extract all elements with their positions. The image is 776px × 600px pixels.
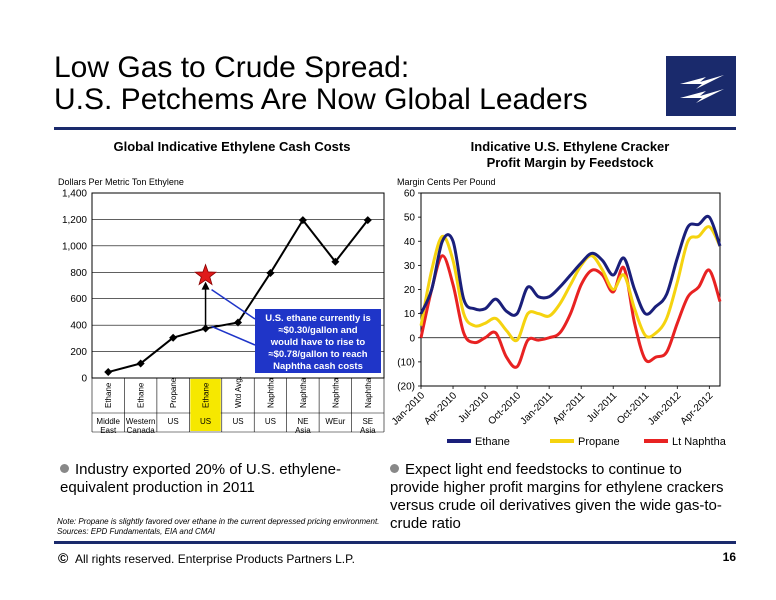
company-logo — [666, 56, 736, 116]
left-region-label: SE — [362, 417, 373, 426]
bullet-left-text: Industry exported 20% of U.S. ethylene-e… — [60, 461, 341, 496]
left-data-point — [331, 257, 340, 266]
right-series-line — [419, 254, 722, 369]
left-data-point — [363, 216, 372, 225]
left-data-point — [104, 368, 113, 377]
left-region-label: US — [265, 417, 276, 426]
copyright-icon: © — [58, 550, 69, 566]
right-chart-ylabel: Margin Cents Per Pound — [397, 177, 496, 187]
callout-pointer — [211, 325, 256, 346]
callout-pointer — [211, 288, 256, 320]
legend-label: Lt Naphtha — [672, 436, 727, 448]
right-ytick-label: 0 — [409, 333, 415, 344]
bullet-right: Expect light end feedstocks to continue … — [390, 461, 735, 533]
slide-title-line2: U.S. Petchems Are Now Global Leaders — [54, 83, 588, 116]
legend-label: Propane — [578, 436, 620, 448]
left-ytick-label: 400 — [70, 321, 87, 332]
bullet-dot-icon — [390, 464, 399, 473]
callout-text-line: U.S. ethane currently is — [265, 313, 371, 324]
left-ytick-label: 600 — [70, 294, 87, 305]
left-region-label: Western — [126, 417, 156, 426]
right-chart-title-line1: Indicative U.S. Ethylene Cracker — [470, 139, 670, 154]
right-series-line — [419, 214, 722, 317]
note-text: Note: Propane is slightly favored over e… — [57, 517, 380, 526]
callout-text-line: ≈$0.30/gallon and — [278, 325, 357, 336]
header-divider — [54, 127, 736, 130]
left-ytick-label: 1,200 — [62, 215, 87, 226]
left-category-label: Naphtha — [299, 377, 308, 408]
right-xtick-label: Oct-2010 — [486, 390, 523, 427]
right-xtick-label: Jan-2010 — [390, 390, 428, 428]
right-xtick-label: Jan-2011 — [519, 390, 556, 427]
left-region-label: US — [168, 417, 179, 426]
right-xtick-label: Apr-2011 — [551, 390, 588, 427]
left-chart-title: Global Indicative Ethylene Cash Costs — [113, 139, 351, 154]
bullet-right-text: Expect light end feedstocks to continue … — [390, 461, 724, 532]
left-category-label: Naphtha — [266, 377, 275, 408]
left-plot-frame — [91, 192, 385, 379]
right-ytick-label: 20 — [404, 285, 416, 296]
sources-text: Sources: EPD Fundamentals, EIA and CMAI — [57, 527, 215, 536]
left-region-label: US — [232, 417, 243, 426]
right-ytick-label: 40 — [404, 237, 416, 248]
target-star-icon — [193, 263, 218, 286]
left-ytick-label: 1,000 — [62, 241, 87, 252]
slide-title-line1: Low Gas to Crude Spread: — [54, 51, 410, 84]
legend-label: Ethane — [475, 436, 510, 448]
right-ytick-label: (20) — [397, 382, 415, 393]
right-ytick-label: (10) — [397, 357, 415, 368]
left-region-label: East — [100, 426, 117, 435]
left-region-label: Asia — [295, 426, 311, 435]
left-data-point — [136, 359, 145, 368]
bullet-left: Industry exported 20% of U.S. ethylene-e… — [60, 461, 380, 497]
left-category-label: Propane — [169, 377, 178, 408]
left-data-point — [169, 333, 178, 342]
left-category-label: Naphtha — [331, 377, 340, 408]
left-category-label: Wtd Avg. — [234, 376, 243, 408]
left-ytick-label: 200 — [70, 347, 87, 358]
left-ytick-label: 1,400 — [62, 189, 87, 200]
left-data-point — [234, 318, 242, 327]
right-ytick-label: 60 — [404, 189, 416, 200]
callout-text-line: ≈$0.78/gallon to reach — [268, 349, 367, 360]
left-region-label: Canada — [127, 426, 156, 435]
left-region-label: Middle — [96, 417, 120, 426]
right-xtick-label: Jan-2012 — [646, 390, 684, 428]
left-chart-ylabel: Dollars Per Metric Ton Ethylene — [58, 177, 184, 187]
left-region-label: NE — [297, 417, 308, 426]
left-chart: 0 200 400 600 800 1,000 1,200 1,400 Ethane Ethane… — [62, 189, 385, 435]
footer-divider — [54, 541, 736, 544]
left-category-label: Naphtha — [364, 377, 373, 408]
callout-box — [255, 309, 381, 373]
right-xtick-label: Apr-2010 — [422, 390, 459, 427]
left-data-point — [266, 268, 275, 277]
right-xtick-label: Apr-2012 — [679, 390, 716, 427]
left-category-label: Ethane — [202, 382, 211, 408]
left-category-label: Ethane — [104, 382, 113, 408]
left-category-label: Ethane — [137, 382, 146, 408]
left-region-label: Asia — [360, 426, 376, 435]
right-series-line — [419, 225, 722, 343]
left-data-point — [298, 216, 307, 225]
bullet-dot-icon — [60, 464, 69, 473]
left-annotation-arrowhead — [201, 281, 210, 290]
callout-text-line: would have to rise to — [270, 337, 366, 348]
footer-text: All rights reserved. Enterprise Products… — [75, 552, 355, 566]
right-chart: (20)(10)0102030405060Jan-2010Apr-2010Jul… — [390, 189, 727, 449]
footer: © All rights reserved. Enterprise Produc… — [58, 550, 355, 566]
left-ytick-label: 800 — [70, 268, 87, 279]
left-highlight-band — [190, 379, 221, 431]
callout-text-line: Naphtha cash costs — [273, 361, 363, 372]
left-region-label: WEur — [325, 417, 345, 426]
right-ytick-label: 10 — [404, 309, 416, 320]
right-ytick-label: 30 — [404, 261, 416, 272]
right-chart-title-line2: Profit Margin by Feedstock — [486, 155, 654, 170]
right-ytick-label: 50 — [404, 213, 416, 224]
left-ytick-label: 0 — [81, 374, 87, 385]
left-region-label: US — [200, 417, 211, 426]
page-number: 16 — [722, 550, 736, 564]
